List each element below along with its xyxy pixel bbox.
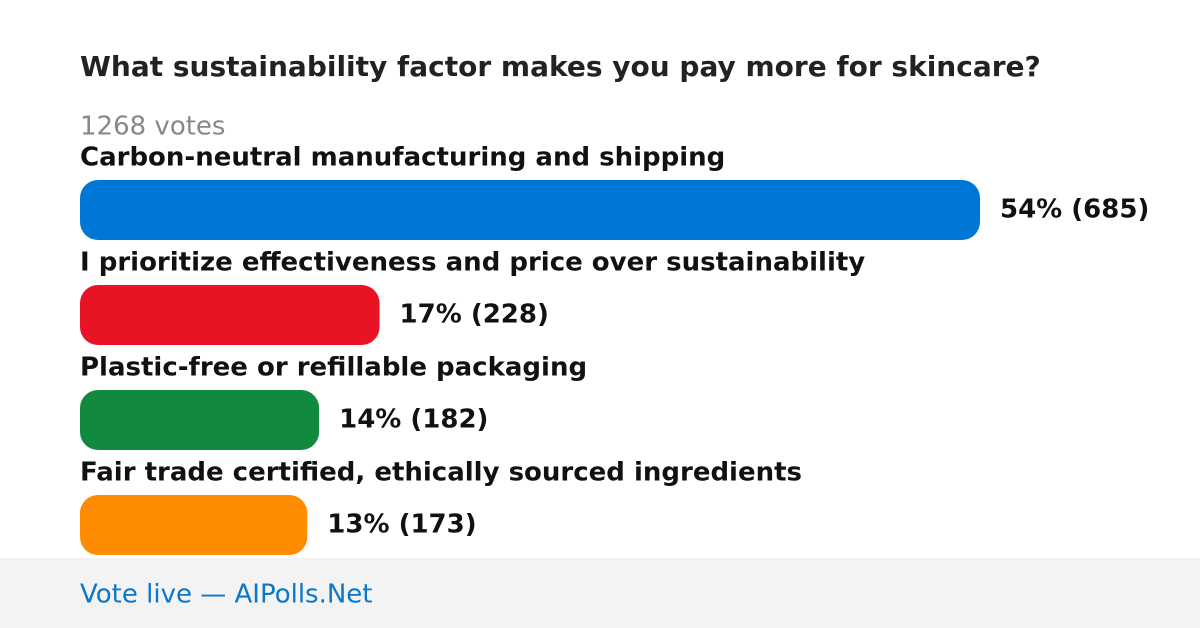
bar: [80, 285, 380, 345]
value-label: 17% (228): [400, 300, 549, 330]
chart-title: What sustainability factor makes you pay…: [80, 50, 1041, 83]
option-label: Plastic-free or refillable packaging: [80, 353, 587, 383]
footer-band: [0, 558, 1200, 628]
bar: [80, 495, 308, 555]
value-label: 14% (182): [339, 405, 488, 435]
footer-link[interactable]: Vote live — AIPolls.Net: [80, 580, 373, 610]
vote-count: 1268 votes: [80, 112, 225, 142]
value-label: 54% (685): [1000, 195, 1149, 225]
option-label: I prioritize effectiveness and price ove…: [80, 248, 865, 278]
value-label: 13% (173): [327, 510, 476, 540]
bar: [80, 390, 320, 450]
option-label: Fair trade certified, ethically sourced …: [80, 458, 802, 488]
bar: [80, 180, 980, 240]
option-label: Carbon-neutral manufacturing and shippin…: [80, 143, 725, 173]
